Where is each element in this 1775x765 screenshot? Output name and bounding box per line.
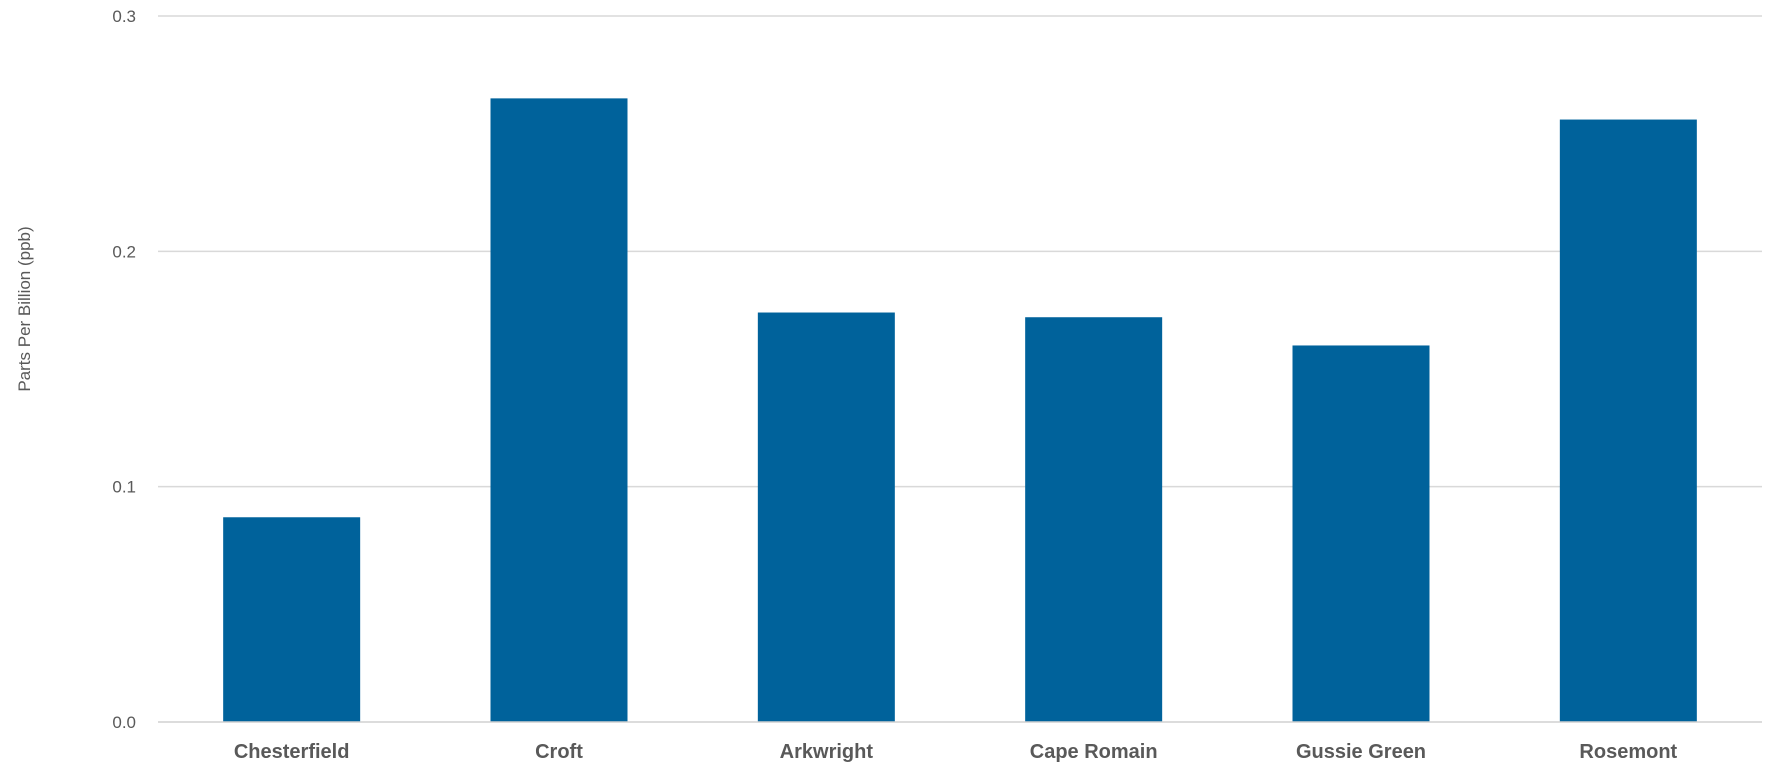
y-axis-tick-labels: 0.0 0.1 0.2 0.3 [112, 7, 136, 732]
x-category-label: Rosemont [1579, 741, 1677, 763]
y-axis-title: Parts Per Billion (ppb) [15, 226, 34, 391]
x-category-label: Arkwright [780, 741, 874, 763]
bar-croft [490, 98, 628, 722]
y-tick-label: 0.0 [112, 713, 136, 732]
y-tick-label: 0.1 [112, 478, 136, 497]
bar-chesterfield [223, 517, 361, 722]
y-tick-label: 0.2 [112, 242, 136, 261]
gridlines [158, 15, 1762, 488]
bar-gussie-green [1292, 345, 1430, 722]
bar-cape-romain [1025, 317, 1163, 722]
bars [223, 98, 1697, 722]
x-category-label: Gussie Green [1296, 741, 1426, 763]
x-category-label: Cape Romain [1030, 741, 1158, 763]
x-category-label: Croft [535, 741, 583, 763]
x-axis-category-labels: Chesterfield Croft Arkwright Cape Romain Gus… [234, 741, 1678, 763]
y-tick-label: 0.3 [112, 7, 136, 26]
bar-arkwright [757, 312, 895, 722]
bar-rosemont [1559, 119, 1697, 722]
x-category-label: Chesterfield [234, 741, 350, 763]
